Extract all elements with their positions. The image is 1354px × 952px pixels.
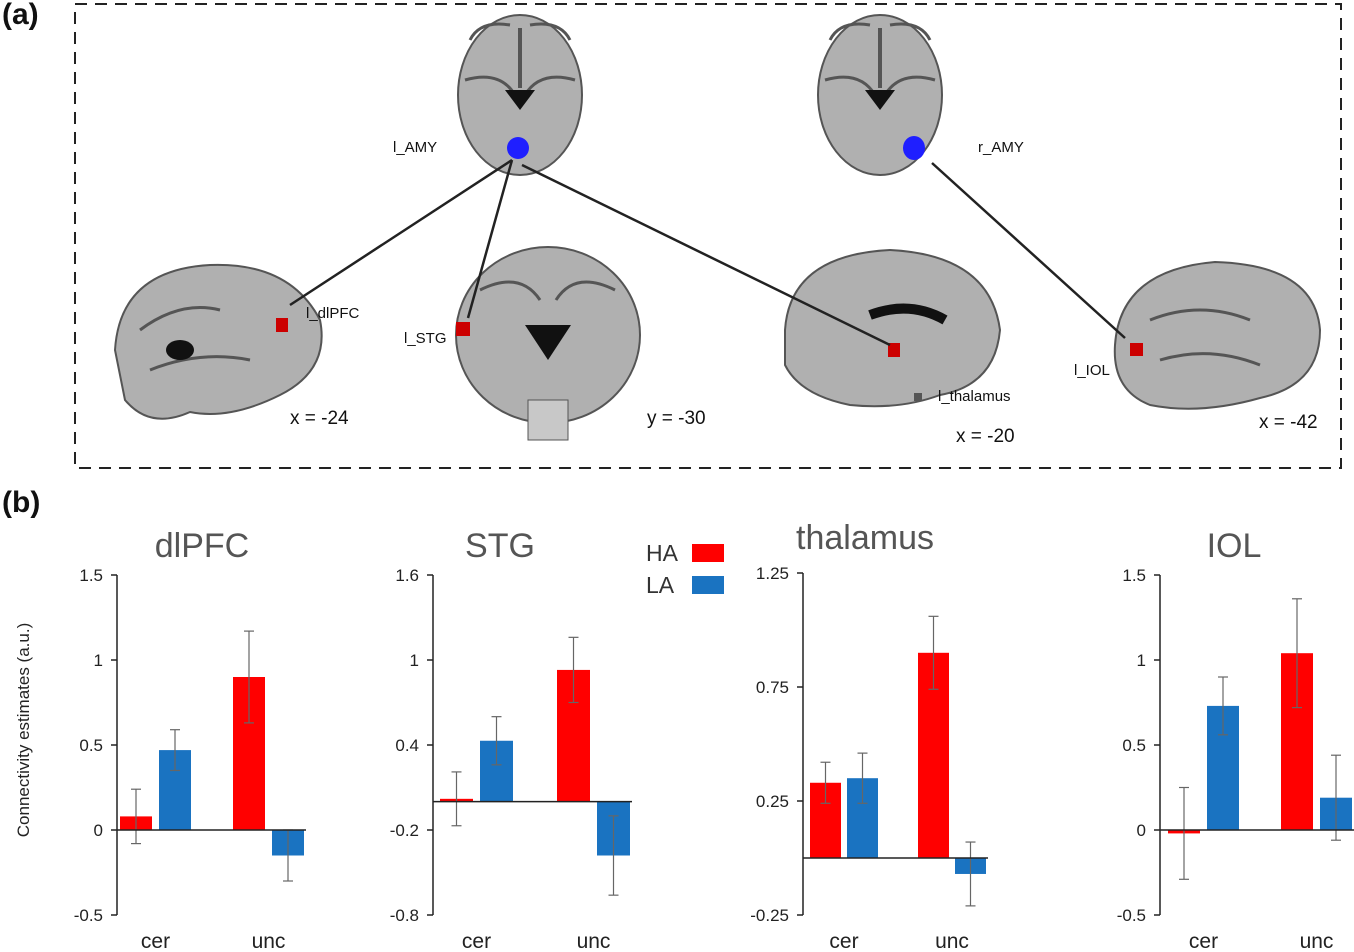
- legend-swatch-la: [692, 576, 724, 594]
- y-tick-label: 1: [410, 651, 419, 670]
- y-tick-label: -0.5: [1117, 906, 1146, 925]
- l-thalamus-target: [888, 343, 900, 357]
- coord-dlpfc: x = -24: [290, 408, 349, 429]
- panel-a-label: (a): [2, 0, 39, 31]
- l-stg-target: [456, 322, 470, 336]
- chart-title-thalamus: thalamus: [796, 519, 934, 557]
- brain-slice-coronal-stg: [455, 246, 641, 441]
- y-tick-label: -0.25: [750, 906, 789, 925]
- legend-item-la: LA: [646, 569, 724, 601]
- x-tick-label-cer: cer: [462, 930, 491, 952]
- label-l-amy: l_AMY: [393, 139, 437, 156]
- chart-2: 1.25 0.75 0.25 -0.25 cer unc: [750, 564, 988, 952]
- y-tick-label: 1.5: [79, 566, 103, 585]
- x-tick-label-cer: cer: [1189, 930, 1218, 952]
- legend-label-ha: HA: [646, 539, 678, 566]
- x-tick-label-unc: unc: [577, 930, 611, 952]
- label-l-thalamus: l_thalamus: [938, 388, 1011, 405]
- y-tick-label: 1.5: [1122, 566, 1146, 585]
- chart-title-iol: IOL: [1206, 527, 1262, 565]
- x-tick-label-unc: unc: [935, 930, 969, 952]
- y-tick-label: 0.25: [756, 792, 789, 811]
- chart-0: 1.5 1 0.5 0 -0.5 cer unc: [74, 566, 306, 952]
- legend: HA LA: [646, 537, 724, 601]
- y-tick-label: -0.5: [74, 906, 103, 925]
- label-l-iol: l_IOL: [1074, 362, 1110, 379]
- x-tick-label-cer: cer: [141, 930, 170, 952]
- x-tick-label-unc: unc: [252, 930, 286, 952]
- r-amy-seed: [903, 136, 925, 160]
- chart-1: 1.6 1 0.4 -0.2 -0.8 cer unc: [390, 566, 632, 952]
- coord-stg: y = -30: [647, 408, 706, 429]
- y-axis-label-text: Connectivity estimates (a.u.): [14, 622, 33, 838]
- y-tick-label: 0.4: [395, 736, 419, 755]
- l-iol-target: [1130, 343, 1143, 356]
- y-tick-label: 0: [1137, 821, 1146, 840]
- x-tick-label-cer: cer: [829, 930, 858, 952]
- brain-slice-coronal-right-amy: [817, 14, 943, 176]
- l-dlpfc-target: [276, 318, 288, 332]
- chart-3: 1.5 1 0.5 0 -0.5 cer unc: [1117, 566, 1354, 952]
- y-axis-label: Connectivity estimates (a.u.): [4, 560, 44, 900]
- label-l-dlpfc: l_dlPFC: [306, 305, 360, 322]
- y-tick-label: 0: [94, 821, 103, 840]
- legend-label-la: LA: [646, 571, 675, 598]
- brain-slice-sagittal-dlpfc: [113, 263, 323, 420]
- y-tick-label: 1: [1137, 651, 1146, 670]
- label-r-amy: r_AMY: [978, 139, 1024, 156]
- panel-b-label: (b): [2, 486, 41, 519]
- panel-a-frame: [74, 3, 1342, 469]
- legend-item-ha: HA: [646, 537, 724, 569]
- y-tick-label: 1.25: [756, 564, 789, 583]
- y-tick-label: -0.2: [390, 821, 419, 840]
- label-l-stg: l_STG: [404, 330, 447, 347]
- y-tick-label: -0.8: [390, 906, 419, 925]
- legend-swatch-ha: [692, 544, 724, 562]
- coord-iol: x = -42: [1259, 412, 1318, 433]
- x-tick-label-unc: unc: [1300, 930, 1334, 952]
- chart-title-dlpfc: dlPFC: [154, 527, 250, 565]
- y-tick-label: 0.5: [1122, 736, 1146, 755]
- chart-title-stg: STG: [465, 527, 535, 565]
- y-tick-label: 0.5: [79, 736, 103, 755]
- coord-thalamus: x = -20: [956, 426, 1015, 447]
- y-tick-label: 0.75: [756, 678, 789, 697]
- brain-slice-sagittal-thalamus: [784, 248, 1002, 408]
- y-tick-label: 1.6: [395, 566, 419, 585]
- brain-slice-sagittal-iol: [1113, 260, 1322, 410]
- l-amy-seed: [507, 137, 529, 159]
- connectivity-lines: [289, 158, 1126, 347]
- y-tick-label: 1: [94, 651, 103, 670]
- brain-slice-coronal-left-amy: [457, 14, 583, 176]
